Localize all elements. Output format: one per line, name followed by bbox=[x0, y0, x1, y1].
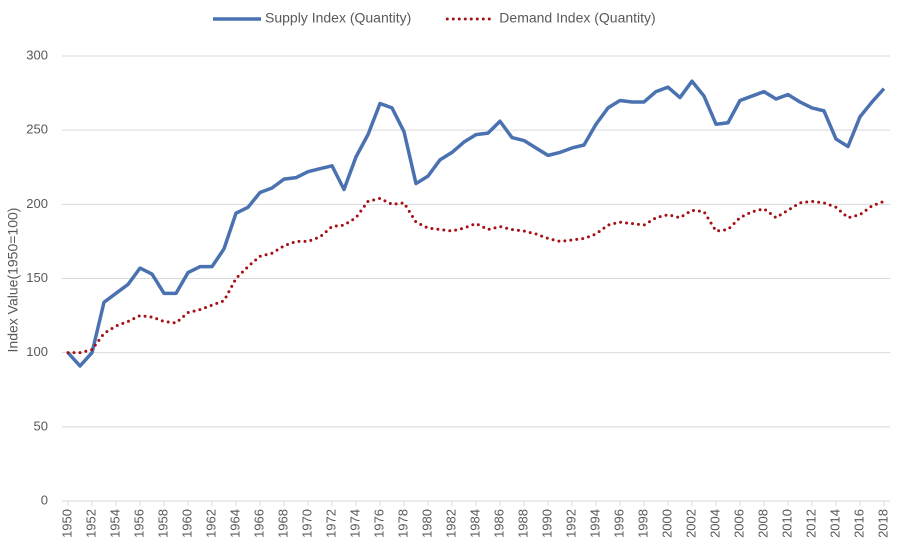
x-tick-label: 1950 bbox=[59, 509, 74, 538]
x-tick-label: 1968 bbox=[275, 509, 290, 538]
x-tick-label: 1954 bbox=[107, 509, 122, 538]
x-tick-label: 1996 bbox=[611, 509, 626, 538]
y-tick-label: 50 bbox=[34, 418, 48, 433]
x-tick-label: 1972 bbox=[323, 509, 338, 538]
y-tick-label: 150 bbox=[26, 270, 48, 285]
x-tick-label: 2010 bbox=[779, 509, 794, 538]
x-tick-label: 1960 bbox=[179, 509, 194, 538]
x-tick-label: 1998 bbox=[635, 509, 650, 538]
x-tick-label: 1984 bbox=[467, 509, 482, 538]
x-tick-label: 2008 bbox=[755, 509, 770, 538]
series-line bbox=[66, 79, 886, 368]
y-tick-label: 100 bbox=[26, 344, 48, 359]
x-tick-label: 1980 bbox=[419, 509, 434, 538]
x-tick-label: 2006 bbox=[731, 509, 746, 538]
x-tick-label: 2004 bbox=[707, 509, 722, 538]
y-tick-label: 250 bbox=[26, 122, 48, 137]
x-tick-label: 1956 bbox=[131, 509, 146, 538]
y-axis-label: Index Value(1950=100) bbox=[5, 208, 21, 353]
x-tick-label: 1964 bbox=[227, 509, 242, 538]
x-tick-label: 1992 bbox=[563, 509, 578, 538]
x-tick-label: 1988 bbox=[515, 509, 530, 538]
x-tick-label: 2016 bbox=[851, 509, 866, 538]
legend-label: Supply Index (Quantity) bbox=[265, 10, 411, 26]
x-tick-label: 2018 bbox=[875, 509, 890, 538]
y-tick-label: 200 bbox=[26, 196, 48, 211]
x-tick-label: 1962 bbox=[203, 509, 218, 538]
x-tick-label: 1952 bbox=[83, 509, 98, 538]
series-line bbox=[66, 196, 886, 355]
x-tick-label: 2012 bbox=[803, 509, 818, 538]
x-tick-label: 1958 bbox=[155, 509, 170, 538]
x-tick-label: 2000 bbox=[659, 509, 674, 538]
x-tick-label: 1974 bbox=[347, 509, 362, 538]
x-tick-label: 1982 bbox=[443, 509, 458, 538]
x-tick-label: 1990 bbox=[539, 509, 554, 538]
x-tick-label: 2002 bbox=[683, 509, 698, 538]
x-tick-label: 1976 bbox=[371, 509, 386, 538]
x-tick-label: 2014 bbox=[827, 509, 842, 538]
x-tick-label: 1970 bbox=[299, 509, 314, 538]
y-tick-label: 300 bbox=[26, 47, 48, 62]
x-tick-label: 1994 bbox=[587, 509, 602, 538]
x-tick-label: 1978 bbox=[395, 509, 410, 538]
y-tick-label: 0 bbox=[41, 492, 48, 507]
x-tick-label: 1966 bbox=[251, 509, 266, 538]
legend-label: Demand Index (Quantity) bbox=[499, 10, 655, 26]
x-tick-label: 1986 bbox=[491, 509, 506, 538]
